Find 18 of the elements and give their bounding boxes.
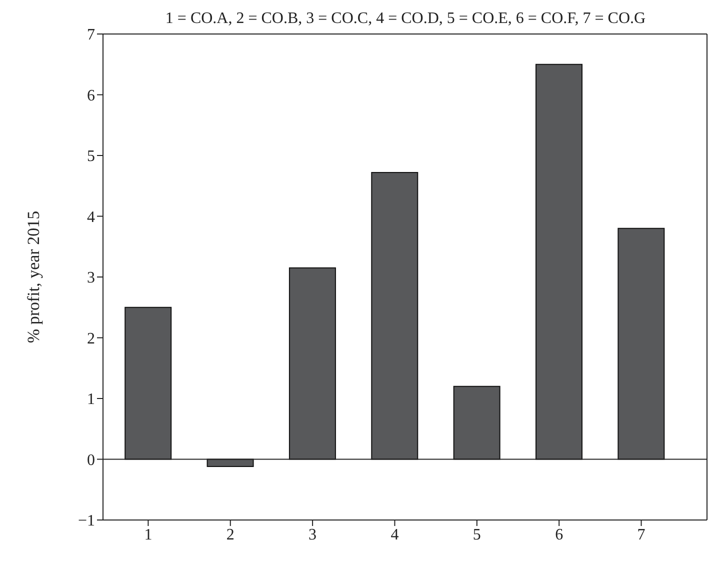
y-tick-label: 3: [87, 270, 95, 287]
x-tick-label: 1: [144, 526, 152, 544]
y-tick-label: 2: [87, 330, 95, 348]
x-tick-label: 5: [472, 526, 481, 544]
x-tick-label: 7: [637, 526, 646, 544]
x-tick-label: 6: [555, 526, 564, 544]
chart-title: 1 = CO.A, 2 = CO.B, 3 = CO.C, 4 = CO.D, 5 = CO.E, 6 = CO.F, 7 = CO.G: [164, 10, 647, 28]
y-tick-label: 0: [87, 452, 95, 469]
y-axis-title: % profit, year 2015: [24, 210, 44, 344]
x-tick-label: 2: [226, 526, 234, 544]
y-tick-label: 7: [87, 26, 95, 44]
y-tick-label: 6: [87, 87, 95, 104]
x-tick-label: 4: [390, 526, 399, 544]
y-tick-label: 4: [87, 208, 95, 226]
x-tick-label: 3: [308, 526, 317, 544]
y-tick-label: 5: [87, 148, 95, 166]
y-tick-label: −1: [78, 512, 95, 530]
y-tick-label: 1: [87, 391, 95, 408]
